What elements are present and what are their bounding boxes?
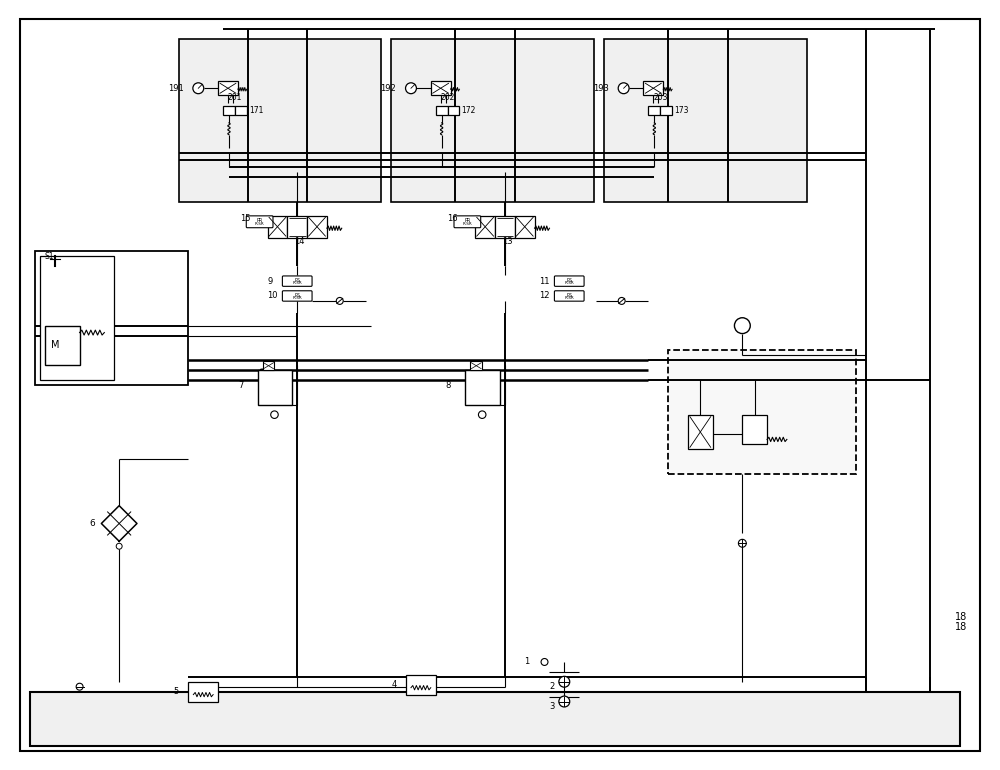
Bar (465, 370, 500, 405)
Text: 15: 15 (240, 214, 250, 223)
Bar (40, 256, 114, 380)
Circle shape (193, 83, 204, 94)
Bar (448, 106, 459, 115)
Text: 192: 192 (380, 84, 396, 92)
Bar (742, 415, 767, 444)
FancyBboxPatch shape (282, 276, 312, 286)
Text: 18: 18 (955, 622, 967, 632)
Text: PR: PR (257, 219, 263, 223)
Bar (688, 415, 713, 450)
FancyBboxPatch shape (554, 291, 584, 301)
Text: 6: 6 (89, 519, 95, 528)
Text: 10: 10 (268, 292, 278, 300)
Circle shape (336, 297, 343, 304)
FancyBboxPatch shape (454, 216, 481, 228)
Text: S1: S1 (45, 252, 54, 261)
Bar (470, 361, 482, 370)
Text: 14: 14 (294, 237, 305, 246)
Circle shape (618, 297, 625, 304)
Text: 172: 172 (461, 106, 476, 115)
Circle shape (271, 411, 278, 418)
Text: R-SR: R-SR (292, 296, 302, 300)
Text: PS: PS (566, 293, 572, 298)
Text: PR: PR (464, 219, 470, 223)
Bar (263, 361, 274, 370)
Text: R-SR: R-SR (292, 281, 302, 285)
Bar (475, 216, 495, 238)
Text: 202: 202 (441, 92, 455, 102)
Bar (45, 326, 80, 365)
Bar (660, 106, 672, 115)
Text: 8: 8 (446, 380, 451, 390)
Circle shape (559, 676, 570, 687)
Polygon shape (101, 506, 137, 541)
Circle shape (76, 683, 83, 690)
Circle shape (618, 83, 629, 94)
Bar (258, 370, 292, 405)
Circle shape (734, 318, 750, 333)
Circle shape (738, 539, 746, 547)
Text: 201: 201 (228, 92, 242, 102)
Bar (668, 350, 856, 474)
FancyBboxPatch shape (282, 291, 312, 301)
Bar (235, 106, 247, 115)
Text: 4: 4 (391, 680, 396, 689)
Bar (188, 681, 218, 701)
Bar (223, 106, 235, 115)
Text: M: M (51, 340, 59, 350)
Circle shape (559, 696, 570, 707)
Bar (431, 82, 451, 95)
FancyBboxPatch shape (246, 216, 273, 228)
Text: 7: 7 (238, 380, 243, 390)
Bar (30, 691, 960, 746)
Bar (515, 216, 535, 238)
Text: 191: 191 (168, 84, 183, 92)
Bar (391, 38, 594, 202)
Circle shape (541, 658, 548, 665)
Text: PS: PS (566, 278, 572, 283)
Bar (604, 38, 807, 202)
Text: 173: 173 (674, 106, 689, 115)
Bar (287, 216, 307, 238)
Circle shape (406, 83, 416, 94)
Text: R-SR: R-SR (564, 296, 574, 300)
Text: R-SR: R-SR (462, 222, 472, 226)
Text: 5: 5 (174, 687, 179, 696)
Bar (268, 216, 287, 238)
Text: PS: PS (294, 278, 300, 283)
Text: PS: PS (294, 293, 300, 298)
Text: 203: 203 (653, 92, 668, 102)
Bar (406, 675, 436, 695)
Circle shape (116, 544, 122, 549)
Text: 16: 16 (448, 214, 458, 223)
Bar (179, 38, 381, 202)
Bar (643, 82, 663, 95)
Text: 171: 171 (249, 106, 263, 115)
Text: 11: 11 (540, 276, 550, 286)
Bar (648, 106, 660, 115)
Text: 12: 12 (540, 292, 550, 300)
Text: 2: 2 (549, 682, 555, 691)
Text: 13: 13 (502, 237, 513, 246)
Text: R-SR: R-SR (255, 222, 265, 226)
Bar (307, 216, 327, 238)
Text: 18: 18 (955, 612, 967, 622)
Circle shape (478, 411, 486, 418)
Text: R-SR: R-SR (564, 281, 574, 285)
Text: 1: 1 (524, 658, 530, 667)
Text: 3: 3 (549, 702, 555, 711)
Bar (436, 106, 448, 115)
Text: 193: 193 (593, 84, 609, 92)
Text: 9: 9 (268, 276, 273, 286)
FancyBboxPatch shape (554, 276, 584, 286)
Bar (495, 216, 515, 238)
Bar (218, 82, 238, 95)
Bar (35, 252, 188, 385)
